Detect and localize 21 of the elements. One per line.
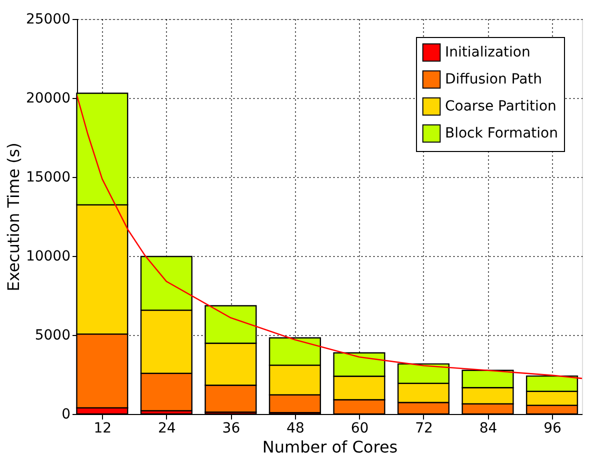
x-tick-label: 60 <box>350 420 369 436</box>
y-axis-title: Execution Time (s) <box>4 142 23 292</box>
x-tick-label: 48 <box>286 420 304 436</box>
y-tick-label: 15000 <box>26 170 70 186</box>
x-tick-label: 12 <box>94 420 112 436</box>
y-tick-label: 5000 <box>34 328 70 344</box>
x-tick-label: 24 <box>158 420 176 436</box>
y-tick-label: 25000 <box>26 12 70 28</box>
legend-label: Initialization <box>445 44 530 60</box>
x-tick-label: 72 <box>415 420 433 436</box>
x-axis-title: Number of Cores <box>262 438 398 456</box>
y-tick-label: 0 <box>62 406 70 422</box>
y-tick-label: 10000 <box>26 248 70 264</box>
legend-label: Coarse Partition <box>445 98 556 114</box>
x-tick-label: 96 <box>544 420 562 436</box>
x-tick-label: 84 <box>479 420 498 436</box>
x-tick-label: 36 <box>222 420 240 436</box>
y-tick-label: 20000 <box>26 90 70 106</box>
legend-label: Diffusion Path <box>445 72 542 88</box>
line-series <box>77 94 582 380</box>
legend-label: Block Formation <box>445 126 558 142</box>
